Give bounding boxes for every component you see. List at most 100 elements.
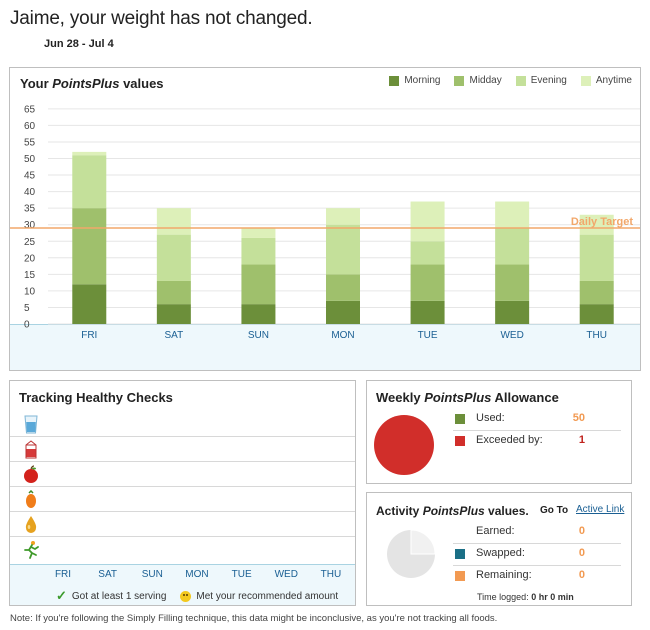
- legend-item-midday: Midday: [454, 75, 502, 86]
- weekly-allowance-panel: Weekly PointsPlus Allowance Used: 50 Exc…: [366, 380, 632, 484]
- x-tick-label-sat: SAT: [164, 330, 183, 341]
- tracking-row-water: [10, 412, 355, 437]
- milk-carton-icon: [25, 440, 37, 459]
- y-tick-label: 0: [24, 320, 30, 331]
- bar-sat-evening: [156, 234, 191, 281]
- active-link[interactable]: Active Link: [576, 504, 625, 515]
- weekly-title: Weekly PointsPlus Allowance: [376, 390, 559, 405]
- bar-sat-morning: [156, 304, 191, 324]
- weight-status-headline: Jaime, your weight has not changed.: [10, 8, 313, 29]
- swapped-swatch: [455, 549, 465, 559]
- tracking-day-fri: FRI: [54, 569, 72, 580]
- bar-fri-anytime: [72, 151, 107, 156]
- chart-title-prefix: Your: [20, 76, 53, 91]
- bar-thu-anytime: [579, 214, 614, 235]
- bar-wed-morning: [495, 300, 530, 324]
- time-logged: Time logged: 0 hr 0 min: [477, 592, 574, 602]
- checkmark-icon: ✓: [56, 588, 67, 603]
- chart-title: Your PointsPlus values: [20, 76, 164, 91]
- legend-swatch: [454, 75, 465, 86]
- legend-item-evening: Evening: [515, 75, 567, 86]
- bar-fri-midday: [72, 208, 107, 285]
- weekly-allowance-pie: [374, 415, 434, 475]
- tracking-day-thu: THU: [320, 569, 342, 580]
- oil-drop-icon: [25, 516, 37, 533]
- chart-legend: Morning Midday Evening Anytime: [389, 75, 632, 86]
- x-tick-label-mon: MON: [331, 330, 354, 341]
- x-tick-label-fri: FRI: [81, 330, 97, 341]
- activity-title-suffix: values.: [484, 504, 529, 518]
- weekly-exceeded-row: Exceeded by: 1: [453, 431, 621, 453]
- x-tick-label-sun: SUN: [248, 330, 269, 341]
- tracking-day-mon: MON: [185, 569, 209, 580]
- bar-tue-midday: [410, 264, 445, 301]
- activity-title-brand: PointsPlus: [422, 504, 485, 518]
- tracking-healthy-checks-panel: Tracking Healthy Checks: [9, 380, 356, 606]
- bar-sun-anytime: [241, 228, 276, 238]
- x-tick-label-thu: THU: [586, 330, 607, 341]
- carrot-icon: [26, 490, 36, 508]
- activity-title-prefix: Activity: [376, 504, 423, 518]
- y-tick-label: 5: [24, 303, 30, 314]
- legend-label: Evening: [530, 75, 567, 86]
- bar-sun-evening: [241, 237, 276, 265]
- bar-mon-anytime: [326, 208, 360, 225]
- y-tick-label: 25: [24, 237, 36, 248]
- tracking-legend: ✓ Got at least 1 serving Met your recomm…: [56, 588, 338, 604]
- goto-label: Go To: [540, 505, 569, 516]
- exceeded-swatch: [455, 436, 465, 446]
- activity-points-panel: Activity PointsPlus values. Go To Active…: [366, 492, 632, 606]
- bar-mon-morning: [326, 300, 360, 324]
- earned-value: 0: [578, 525, 585, 537]
- points-chart-panel: 0 5 10 15 20 25 30 35 40 45 50 55 60 65 FRI SAT SUN MON TU…: [9, 67, 641, 371]
- footnote: Note: If you're following the Simply Fil…: [10, 613, 498, 624]
- bar-thu-morning: [579, 304, 614, 324]
- date-range: Jun 28 - Jul 4: [44, 38, 114, 50]
- weekly-used-row: Used: 50: [453, 409, 621, 431]
- time-logged-label: Time logged:: [477, 592, 529, 602]
- exceeded-value: 1: [578, 434, 585, 446]
- activity-title: Activity PointsPlus values.: [376, 504, 529, 518]
- legend-serving: ✓ Got at least 1 serving: [56, 588, 166, 604]
- smiley-icon: [180, 590, 192, 602]
- legend-swatch: [389, 75, 400, 86]
- y-tick-label: 20: [24, 253, 36, 264]
- swapped-label: Swapped:: [476, 547, 525, 559]
- apple-icon: [24, 465, 38, 483]
- used-label: Used:: [476, 412, 505, 424]
- legend-met-label: Met your recommended amount: [196, 590, 339, 602]
- y-tick-label: 35: [24, 204, 36, 215]
- y-tick-label: 45: [24, 171, 36, 182]
- tracking-day-wed: WED: [274, 569, 298, 580]
- bar-wed-midday: [495, 264, 530, 301]
- legend-label: Morning: [404, 75, 441, 86]
- exceeded-label: Exceeded by:: [476, 434, 543, 446]
- tracking-row-activity: [10, 537, 355, 562]
- legend-label: Midday: [469, 75, 502, 86]
- y-tick-label: 50: [24, 154, 36, 165]
- y-tick-label: 55: [24, 137, 36, 148]
- tracking-row-vegetable: [10, 487, 355, 512]
- x-tick-label-wed: WED: [500, 330, 523, 341]
- y-tick-label: 40: [24, 187, 36, 198]
- remaining-swatch: [455, 571, 465, 581]
- weekly-title-prefix: Weekly: [376, 390, 425, 405]
- y-tick-label: 65: [24, 104, 36, 115]
- chart-title-suffix: values: [119, 76, 164, 91]
- bar-mon-evening: [326, 224, 360, 275]
- y-tick-label: 15: [24, 270, 36, 281]
- tracking-title: Tracking Healthy Checks: [19, 390, 173, 405]
- swapped-value: 0: [578, 547, 585, 559]
- tracking-day-sun: SUN: [141, 569, 163, 580]
- daily-target-label: Daily Target: [571, 216, 633, 228]
- legend-label: Anytime: [595, 75, 632, 86]
- bar-sun-morning: [241, 304, 276, 324]
- tracking-row-fruit: [10, 462, 355, 487]
- bar-sun-midday: [241, 264, 276, 305]
- weekly-title-suffix: Allowance: [491, 390, 559, 405]
- bar-tue-evening: [410, 241, 445, 265]
- remaining-value: 0: [578, 569, 585, 581]
- y-tick-label: 30: [24, 220, 36, 231]
- y-tick-label: 60: [24, 121, 36, 132]
- tracking-row-dairy: [10, 437, 355, 462]
